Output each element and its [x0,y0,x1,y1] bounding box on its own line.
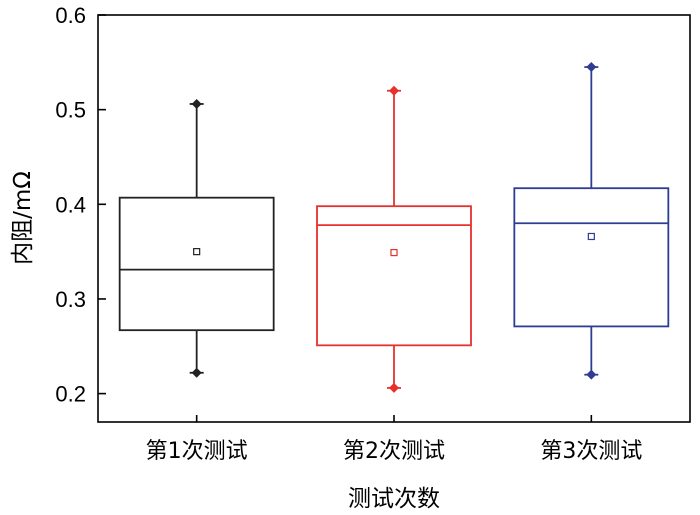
box-group [316,85,472,393]
x-axis: 第1次测试 第2次测试 第3次测试 [146,415,642,464]
max-marker [389,85,399,96]
iqr-box [316,205,472,347]
boxes [118,62,670,393]
x-axis-title: 测试次数 [348,486,440,512]
x-tick-label: 第1次测试 [146,439,248,464]
x-tick-label: 第3次测试 [540,439,642,464]
y-axis-title: 内阻/mΩ [10,171,36,265]
y-tick-label: 0.3 [55,287,86,312]
y-tick-label: 0.6 [55,3,86,28]
mean-marker [587,232,595,241]
iqr-box [118,196,275,332]
max-marker [586,62,597,73]
min-marker [191,367,202,378]
mean-marker [193,248,201,256]
y-tick-label: 0.2 [55,382,86,407]
y-axis: 0.2 0.3 0.4 0.5 0.6 [55,3,106,407]
x-tick-label: 第2次测试 [343,439,445,464]
min-marker [586,369,597,380]
max-marker [191,98,202,109]
box-group [118,98,275,378]
y-tick-label: 0.4 [55,192,86,217]
min-marker [389,382,399,393]
mean-marker [390,248,398,257]
box-group [513,62,670,380]
iqr-box [513,187,670,328]
y-tick-label: 0.5 [55,98,86,123]
